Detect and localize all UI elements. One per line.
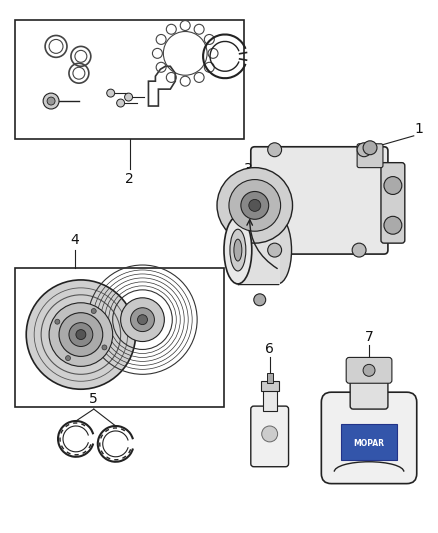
Circle shape xyxy=(352,243,366,257)
FancyBboxPatch shape xyxy=(321,392,417,483)
FancyBboxPatch shape xyxy=(381,163,405,243)
Circle shape xyxy=(43,93,59,109)
Circle shape xyxy=(66,356,71,361)
Text: 6: 6 xyxy=(265,343,274,357)
Bar xyxy=(341,424,397,460)
Bar xyxy=(238,216,279,284)
Circle shape xyxy=(249,199,261,212)
Text: 2: 2 xyxy=(125,172,134,185)
Circle shape xyxy=(107,89,115,97)
FancyBboxPatch shape xyxy=(350,375,388,409)
Circle shape xyxy=(268,243,282,257)
FancyBboxPatch shape xyxy=(357,144,383,168)
Ellipse shape xyxy=(224,216,252,284)
Ellipse shape xyxy=(234,239,242,261)
Text: 3: 3 xyxy=(244,161,252,176)
Circle shape xyxy=(102,345,107,350)
FancyBboxPatch shape xyxy=(251,406,289,467)
Bar xyxy=(15,268,224,407)
Text: 4: 4 xyxy=(71,233,79,247)
Circle shape xyxy=(229,180,281,231)
Circle shape xyxy=(59,313,103,357)
Text: 7: 7 xyxy=(365,329,374,344)
Circle shape xyxy=(384,176,402,195)
Ellipse shape xyxy=(230,229,246,271)
Circle shape xyxy=(124,93,133,101)
Circle shape xyxy=(55,319,60,324)
Circle shape xyxy=(363,141,377,155)
Circle shape xyxy=(241,191,268,219)
Ellipse shape xyxy=(264,216,292,284)
Bar xyxy=(263,389,277,411)
Text: 5: 5 xyxy=(89,392,98,406)
Circle shape xyxy=(117,99,124,107)
Circle shape xyxy=(26,280,135,389)
Circle shape xyxy=(357,143,371,157)
Bar xyxy=(15,20,244,139)
Bar xyxy=(261,381,279,391)
Circle shape xyxy=(138,314,148,325)
Circle shape xyxy=(91,309,96,313)
Text: MOPAR: MOPAR xyxy=(353,439,385,448)
Circle shape xyxy=(120,298,164,342)
Circle shape xyxy=(69,322,93,346)
Circle shape xyxy=(254,294,266,306)
Circle shape xyxy=(262,426,278,442)
Text: 1: 1 xyxy=(414,122,423,136)
FancyBboxPatch shape xyxy=(251,147,388,254)
Circle shape xyxy=(384,216,402,234)
Circle shape xyxy=(363,365,375,376)
Circle shape xyxy=(217,168,293,243)
Circle shape xyxy=(131,308,155,332)
Circle shape xyxy=(49,303,113,366)
Circle shape xyxy=(76,329,86,340)
Circle shape xyxy=(268,143,282,157)
Circle shape xyxy=(47,97,55,105)
FancyBboxPatch shape xyxy=(346,358,392,383)
Bar xyxy=(267,373,273,383)
